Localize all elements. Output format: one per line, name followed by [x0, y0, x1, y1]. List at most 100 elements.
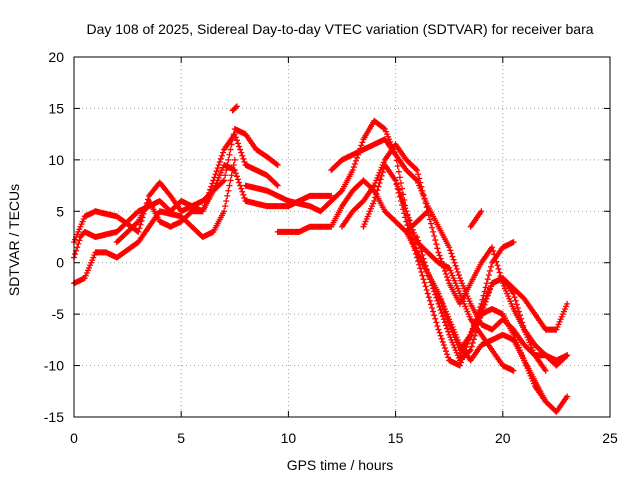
data-point — [273, 161, 280, 168]
data-point — [478, 208, 485, 215]
data-point — [434, 245, 441, 252]
data-point — [488, 263, 495, 270]
data-point — [396, 193, 403, 200]
data-point — [451, 259, 458, 266]
data-point — [404, 211, 411, 218]
data-point — [394, 185, 401, 192]
data-point — [435, 326, 442, 333]
data-point — [481, 301, 488, 308]
data-point — [227, 177, 234, 184]
data-point — [417, 265, 424, 272]
data-point — [233, 103, 240, 110]
data-point — [239, 152, 246, 159]
data-point — [213, 168, 220, 175]
y-tick-labels: -15 -10 -5 0 5 10 15 20 — [44, 49, 64, 425]
data-point — [432, 291, 439, 298]
data-point — [416, 261, 423, 268]
data-point — [221, 177, 228, 184]
data-point — [474, 313, 481, 320]
data-point — [414, 234, 421, 240]
data-point — [397, 192, 404, 199]
data-point — [237, 182, 244, 189]
data-point — [469, 325, 476, 332]
data-point — [222, 203, 229, 210]
data-point — [218, 152, 225, 159]
series-track-10 — [360, 162, 517, 374]
data-point — [231, 167, 238, 174]
data-point — [476, 318, 483, 325]
data-point — [394, 163, 401, 170]
y-tick-label: -5 — [52, 306, 65, 322]
grid — [74, 57, 610, 417]
data-point — [237, 146, 244, 153]
data-point — [440, 316, 447, 323]
data-point — [466, 348, 473, 355]
data-point — [432, 315, 439, 322]
data-point — [373, 190, 380, 197]
data-point — [226, 182, 233, 189]
data-point — [470, 322, 477, 329]
data-point — [424, 270, 431, 276]
data-point — [235, 176, 242, 183]
series-track-5 — [229, 103, 240, 114]
data-point — [414, 167, 421, 174]
data-point — [419, 187, 426, 194]
data-point — [424, 208, 431, 215]
data-point — [469, 339, 476, 346]
data-point — [135, 228, 142, 235]
data-point — [438, 335, 445, 342]
data-point — [479, 308, 486, 315]
data-point — [444, 325, 451, 332]
data-point — [473, 316, 479, 323]
data-point — [76, 237, 83, 244]
data-point — [400, 206, 407, 213]
data-point — [235, 140, 242, 147]
data-point — [241, 158, 248, 165]
data-point — [416, 241, 423, 248]
data-point — [510, 367, 517, 374]
data-point — [379, 169, 386, 176]
data-point — [430, 308, 437, 315]
data-point — [137, 221, 144, 228]
data-point — [438, 310, 445, 317]
data-point — [328, 192, 335, 199]
data-point — [437, 255, 444, 262]
data-point — [208, 183, 215, 190]
data-point — [420, 276, 427, 283]
data-point — [236, 179, 243, 186]
axis-ticks — [73, 56, 611, 418]
data-point — [439, 313, 446, 320]
data-point — [430, 285, 437, 292]
data-point — [374, 187, 381, 194]
data-point — [489, 244, 496, 251]
series-track-9 — [339, 141, 571, 369]
data-point — [420, 255, 427, 262]
data-point — [406, 217, 413, 224]
data-point — [454, 268, 461, 275]
data-point — [350, 164, 357, 171]
data-point — [437, 307, 444, 314]
data-point — [430, 228, 437, 235]
data-point — [215, 162, 222, 168]
data-point — [397, 198, 404, 204]
data-point — [404, 222, 411, 229]
data-point — [429, 304, 436, 311]
data-point — [439, 338, 446, 345]
y-axis-label: SDTVAR / TECUs — [6, 184, 22, 296]
x-tick-label: 5 — [177, 430, 185, 446]
data-point — [227, 146, 234, 153]
x-tick-label: 25 — [602, 430, 618, 446]
data-point — [423, 286, 430, 293]
data-point — [494, 262, 501, 269]
data-point — [74, 244, 81, 251]
data-point — [228, 172, 235, 179]
data-point — [231, 156, 238, 163]
data-point — [434, 297, 441, 304]
y-tick-label: -15 — [44, 409, 64, 425]
data-point — [512, 297, 519, 304]
data-point — [212, 171, 219, 178]
data-point — [422, 283, 429, 290]
data-point — [426, 216, 433, 223]
data-point — [425, 273, 432, 280]
data-point — [483, 280, 490, 287]
